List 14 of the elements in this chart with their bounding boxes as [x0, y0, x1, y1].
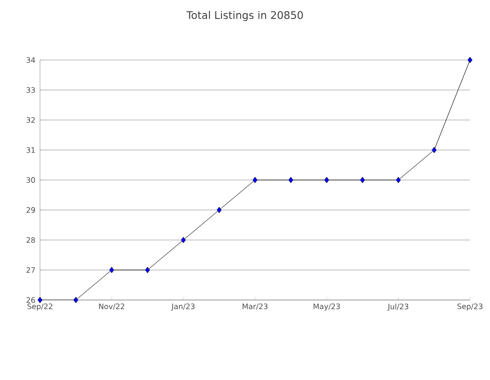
- point: [252, 176, 258, 184]
- point: [145, 266, 150, 274]
- point: [109, 266, 114, 274]
- point: [432, 146, 437, 154]
- point: [38, 296, 42, 304]
- point: [324, 176, 330, 184]
- point: [288, 176, 294, 184]
- point: [396, 176, 401, 184]
- point: [73, 296, 78, 304]
- point: [216, 206, 222, 214]
- chart-title: Total Listings in 20850: [186, 10, 303, 22]
- point: [360, 176, 365, 184]
- point: [180, 236, 186, 244]
- point: [468, 56, 472, 64]
